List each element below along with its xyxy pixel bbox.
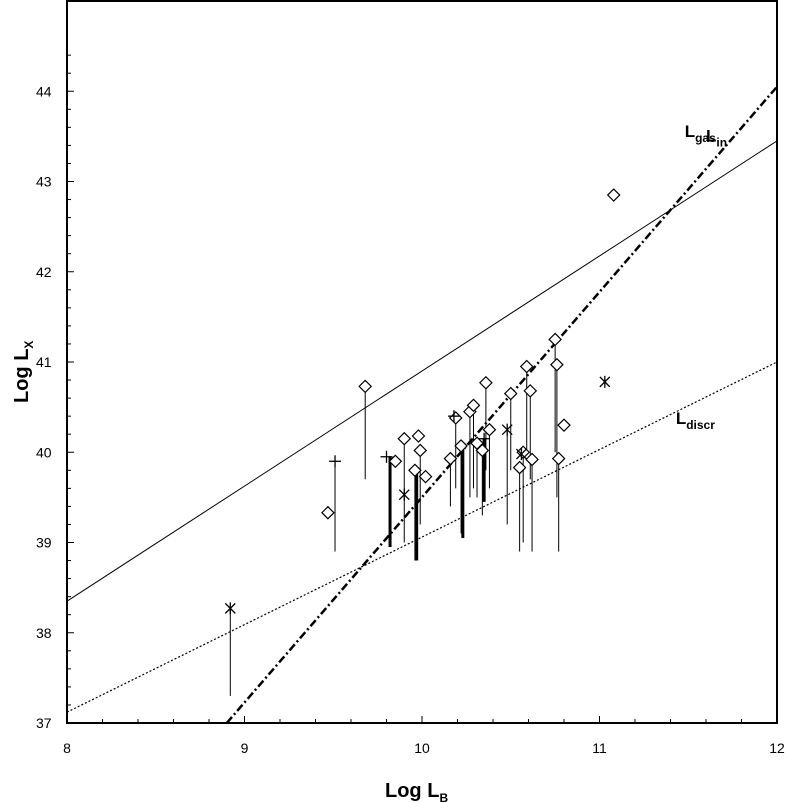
diamond-point xyxy=(525,452,539,467)
diamond-point xyxy=(557,418,571,433)
diamond-point xyxy=(411,429,426,443)
star-point xyxy=(599,375,611,388)
x-tick-label: 9 xyxy=(241,740,249,756)
line-label-in: Lin xyxy=(706,127,727,150)
line-gas xyxy=(225,85,778,724)
diamond-point xyxy=(550,357,564,372)
x-axis: 8 9 10 11 12 xyxy=(63,716,785,756)
line-label-discr: Ldiscr xyxy=(676,409,715,432)
x-axis-label: Log LB xyxy=(385,780,448,803)
y-tick-label: 41 xyxy=(36,354,52,370)
y-tick-label: 39 xyxy=(36,535,52,551)
x-tick-label: 12 xyxy=(769,740,785,756)
error-bars xyxy=(229,339,560,696)
diamond-point xyxy=(606,188,621,202)
diamond-point xyxy=(523,384,538,398)
star-point xyxy=(515,448,527,461)
diamond-point xyxy=(479,375,493,390)
y-tick-label: 42 xyxy=(36,264,52,280)
diamond-point xyxy=(321,505,335,520)
plot-area xyxy=(66,0,778,724)
diamond-point xyxy=(482,422,497,437)
cross-point xyxy=(478,432,491,445)
diamond-point xyxy=(413,443,428,458)
cross-point xyxy=(380,450,393,463)
y-tick-label: 38 xyxy=(36,625,52,641)
star-point xyxy=(224,602,236,615)
y-tick-label: 37 xyxy=(36,715,52,731)
star-point xyxy=(398,488,410,501)
diamond-point xyxy=(519,359,534,374)
diamond-point xyxy=(397,431,412,446)
x-tick-label: 10 xyxy=(414,740,430,756)
y-tick-label: 44 xyxy=(36,83,52,99)
y-tick-label: 43 xyxy=(36,174,52,190)
diamond-point xyxy=(443,451,458,466)
x-tick-label: 8 xyxy=(63,740,71,756)
y-tick-label: 40 xyxy=(36,444,52,460)
diamond-point xyxy=(448,411,463,425)
line-in xyxy=(66,140,778,602)
diamond-point xyxy=(454,439,468,453)
diamond-point xyxy=(408,463,422,478)
diamond-point xyxy=(388,454,403,469)
plot-frame xyxy=(66,0,778,724)
star-point xyxy=(501,423,513,436)
y-axis-label: Log LX xyxy=(11,341,36,403)
cross-point xyxy=(329,455,342,468)
diamond-point xyxy=(512,460,527,475)
diamond-point xyxy=(548,332,562,347)
model-lines xyxy=(66,85,778,724)
y-axis: 37 38 39 40 41 42 43 44 xyxy=(36,54,74,731)
diamond-point xyxy=(551,451,566,466)
diamond-point xyxy=(358,379,373,394)
line-label-gas: Lgas xyxy=(685,122,716,145)
diamond-point xyxy=(503,386,518,401)
data-points xyxy=(224,188,621,615)
x-tick-label: 11 xyxy=(592,740,607,756)
diamond-point xyxy=(475,443,490,458)
line-discr xyxy=(66,361,778,713)
diamond-point xyxy=(418,469,433,484)
diamond-point xyxy=(466,398,481,413)
cross-point xyxy=(447,410,460,423)
